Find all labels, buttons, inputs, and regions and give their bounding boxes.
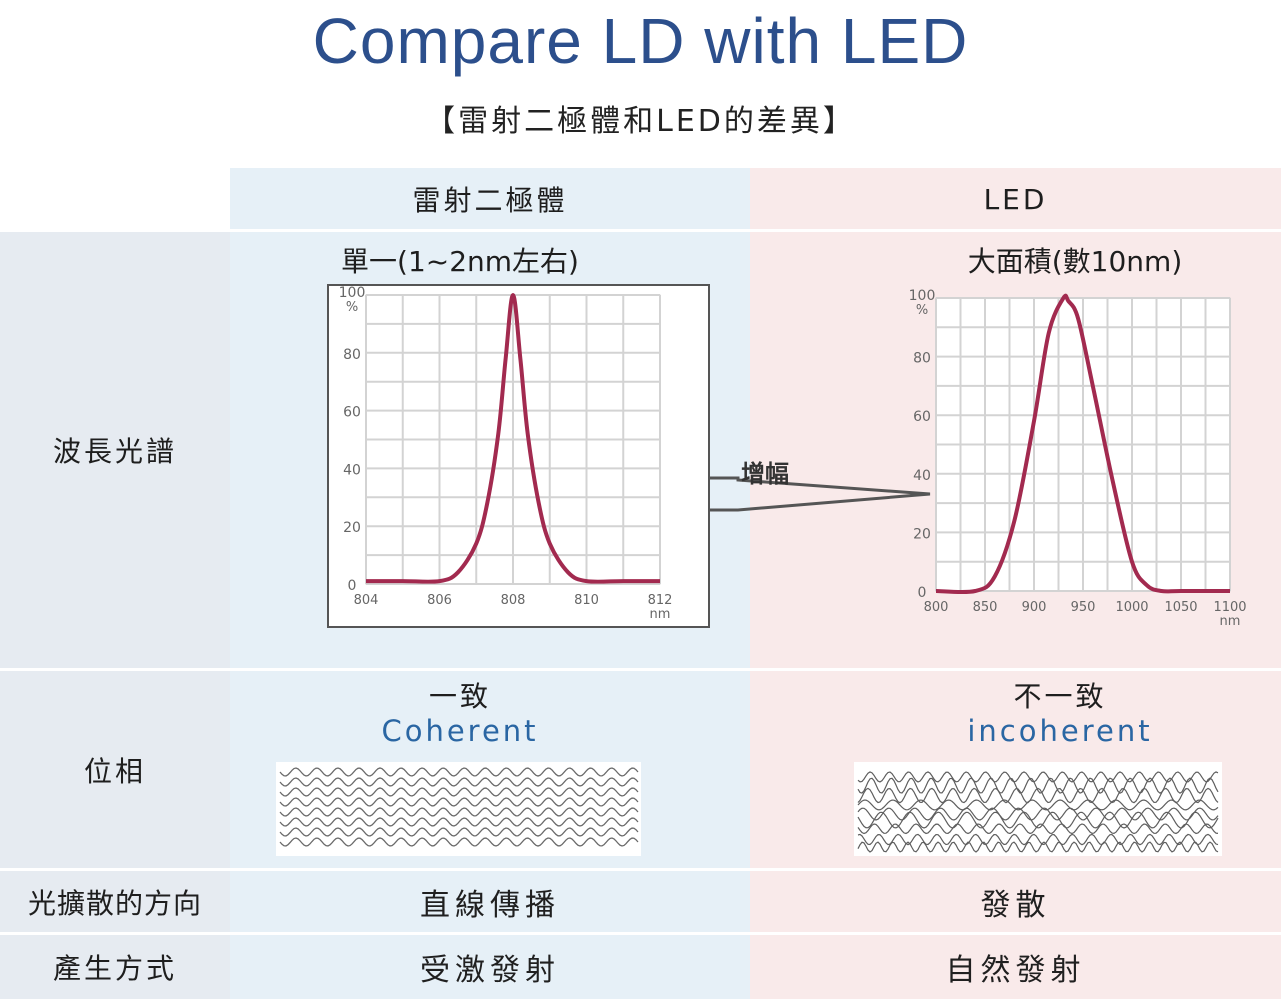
ld-x-tick-label: 806 [427, 593, 452, 608]
ld-y-unit-label: % [346, 300, 358, 315]
coherent-wave [279, 827, 639, 837]
led-phase-en: incoherent [967, 714, 1153, 748]
ld-phase-text: 一致 [428, 680, 491, 713]
led-y-tick-label: 20 [913, 526, 931, 542]
row-divider [0, 668, 1281, 671]
led-x-tick-label: 950 [1071, 600, 1096, 615]
incoherent-wave [857, 787, 1219, 804]
ld-x-tick-label: 808 [501, 593, 526, 608]
coherent-wave [279, 777, 639, 787]
led-y-tick-label: 100 [909, 288, 936, 304]
incoherent-wave [857, 799, 1219, 811]
incoherent-wave [857, 811, 1219, 829]
incoherent-wave [857, 833, 1219, 846]
coherent-wave [279, 817, 639, 827]
ld-spectrum-chart: 804 806 808 810 812 0 20 40 60 80 100% nm [327, 284, 710, 628]
led-y-tick-label: 80 [913, 351, 931, 367]
ld-x-tick-label: 804 [354, 593, 379, 608]
page-title: Compare LD with LED [312, 5, 969, 77]
incoherent-wave [857, 771, 1219, 783]
ld-x-unit-label: nm [650, 607, 671, 622]
header-ld: 雷射二極體 [230, 168, 750, 230]
coherent-wave [279, 837, 639, 847]
coherent-wave [279, 787, 639, 797]
ld-direction: 直線傳播 [230, 870, 750, 934]
led-y-tick-label: 60 [913, 409, 931, 425]
zoom-connector [708, 476, 931, 512]
row-label-phase: 位相 [0, 670, 230, 870]
incoherent-wave [857, 823, 1219, 835]
ld-y-tick-label: 20 [343, 520, 361, 536]
led-generation: 自然發射 [750, 934, 1281, 999]
ld-y-tick-label: 60 [343, 405, 361, 421]
led-spectrum-chart: 800 850 900 950 1000 1050 1100 0 20 40 60 80 100% nm [909, 288, 1247, 629]
led-x-tick-label: 800 [924, 600, 949, 615]
ld-spectrum-line [365, 293, 660, 584]
led-direction: 發散 [750, 870, 1281, 934]
coherent-wave [279, 797, 639, 807]
ld-y-tick-label: 0 [348, 578, 357, 594]
led-y-unit-label: % [916, 303, 928, 318]
incoherent-wave [857, 777, 1219, 794]
led-y-tick-label: 40 [913, 468, 931, 484]
row-divider [0, 868, 1281, 871]
coherent-wave [279, 807, 639, 817]
led-x-tick-label: 1050 [1164, 600, 1197, 615]
header-led: LED [750, 168, 1281, 230]
row-label-direction: 光擴散的方向 [0, 870, 230, 934]
row-label-spectrum: 波長光譜 [0, 230, 230, 670]
led-x-tick-label: 1100 [1213, 600, 1246, 615]
header-empty-cell [0, 168, 230, 230]
coherent-wave-illustration [279, 767, 639, 847]
ld-x-tick-label: 810 [574, 593, 599, 608]
page-subtitle: 【雷射二極體和LED的差異】 [425, 104, 856, 139]
led-spectrum-text: 大面積(數10nm) [967, 245, 1183, 278]
led-x-tick-label: 850 [973, 600, 998, 615]
ld-y-tick-label: 100 [339, 285, 366, 301]
coherent-wave [279, 767, 639, 777]
ld-generation: 受激發射 [230, 934, 750, 999]
led-spectrum-line [935, 293, 1230, 595]
incoherent-wave-illustration [857, 771, 1219, 853]
incoherent-wave [857, 807, 1219, 821]
ld-x-tick-label: 812 [648, 593, 673, 608]
row-divider [0, 932, 1281, 935]
ld-spectrum-text: 單一(1~2nm左右) [341, 245, 579, 278]
led-phase-text: 不一致 [1013, 680, 1107, 713]
row-divider [0, 229, 1281, 232]
led-x-unit-label: nm [1220, 614, 1241, 629]
ld-y-tick-label: 40 [343, 462, 361, 478]
led-x-tick-label: 900 [1022, 600, 1047, 615]
zoom-label: 增幅 [741, 460, 789, 488]
ld-phase-en: Coherent [381, 714, 539, 748]
row-label-generation: 產生方式 [0, 934, 230, 999]
ld-y-tick-label: 80 [343, 347, 361, 363]
led-y-tick-label: 0 [918, 585, 927, 601]
incoherent-wave [857, 841, 1219, 853]
led-x-tick-label: 1000 [1115, 600, 1148, 615]
